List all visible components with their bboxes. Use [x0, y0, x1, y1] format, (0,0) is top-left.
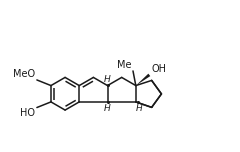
Text: H: H: [104, 104, 111, 113]
Text: H: H: [104, 75, 111, 84]
Polygon shape: [136, 74, 150, 86]
Text: Me: Me: [117, 60, 132, 70]
Text: OH: OH: [151, 64, 166, 74]
Text: H: H: [136, 104, 143, 113]
Text: MeO: MeO: [13, 69, 36, 79]
Text: HO: HO: [20, 108, 36, 118]
